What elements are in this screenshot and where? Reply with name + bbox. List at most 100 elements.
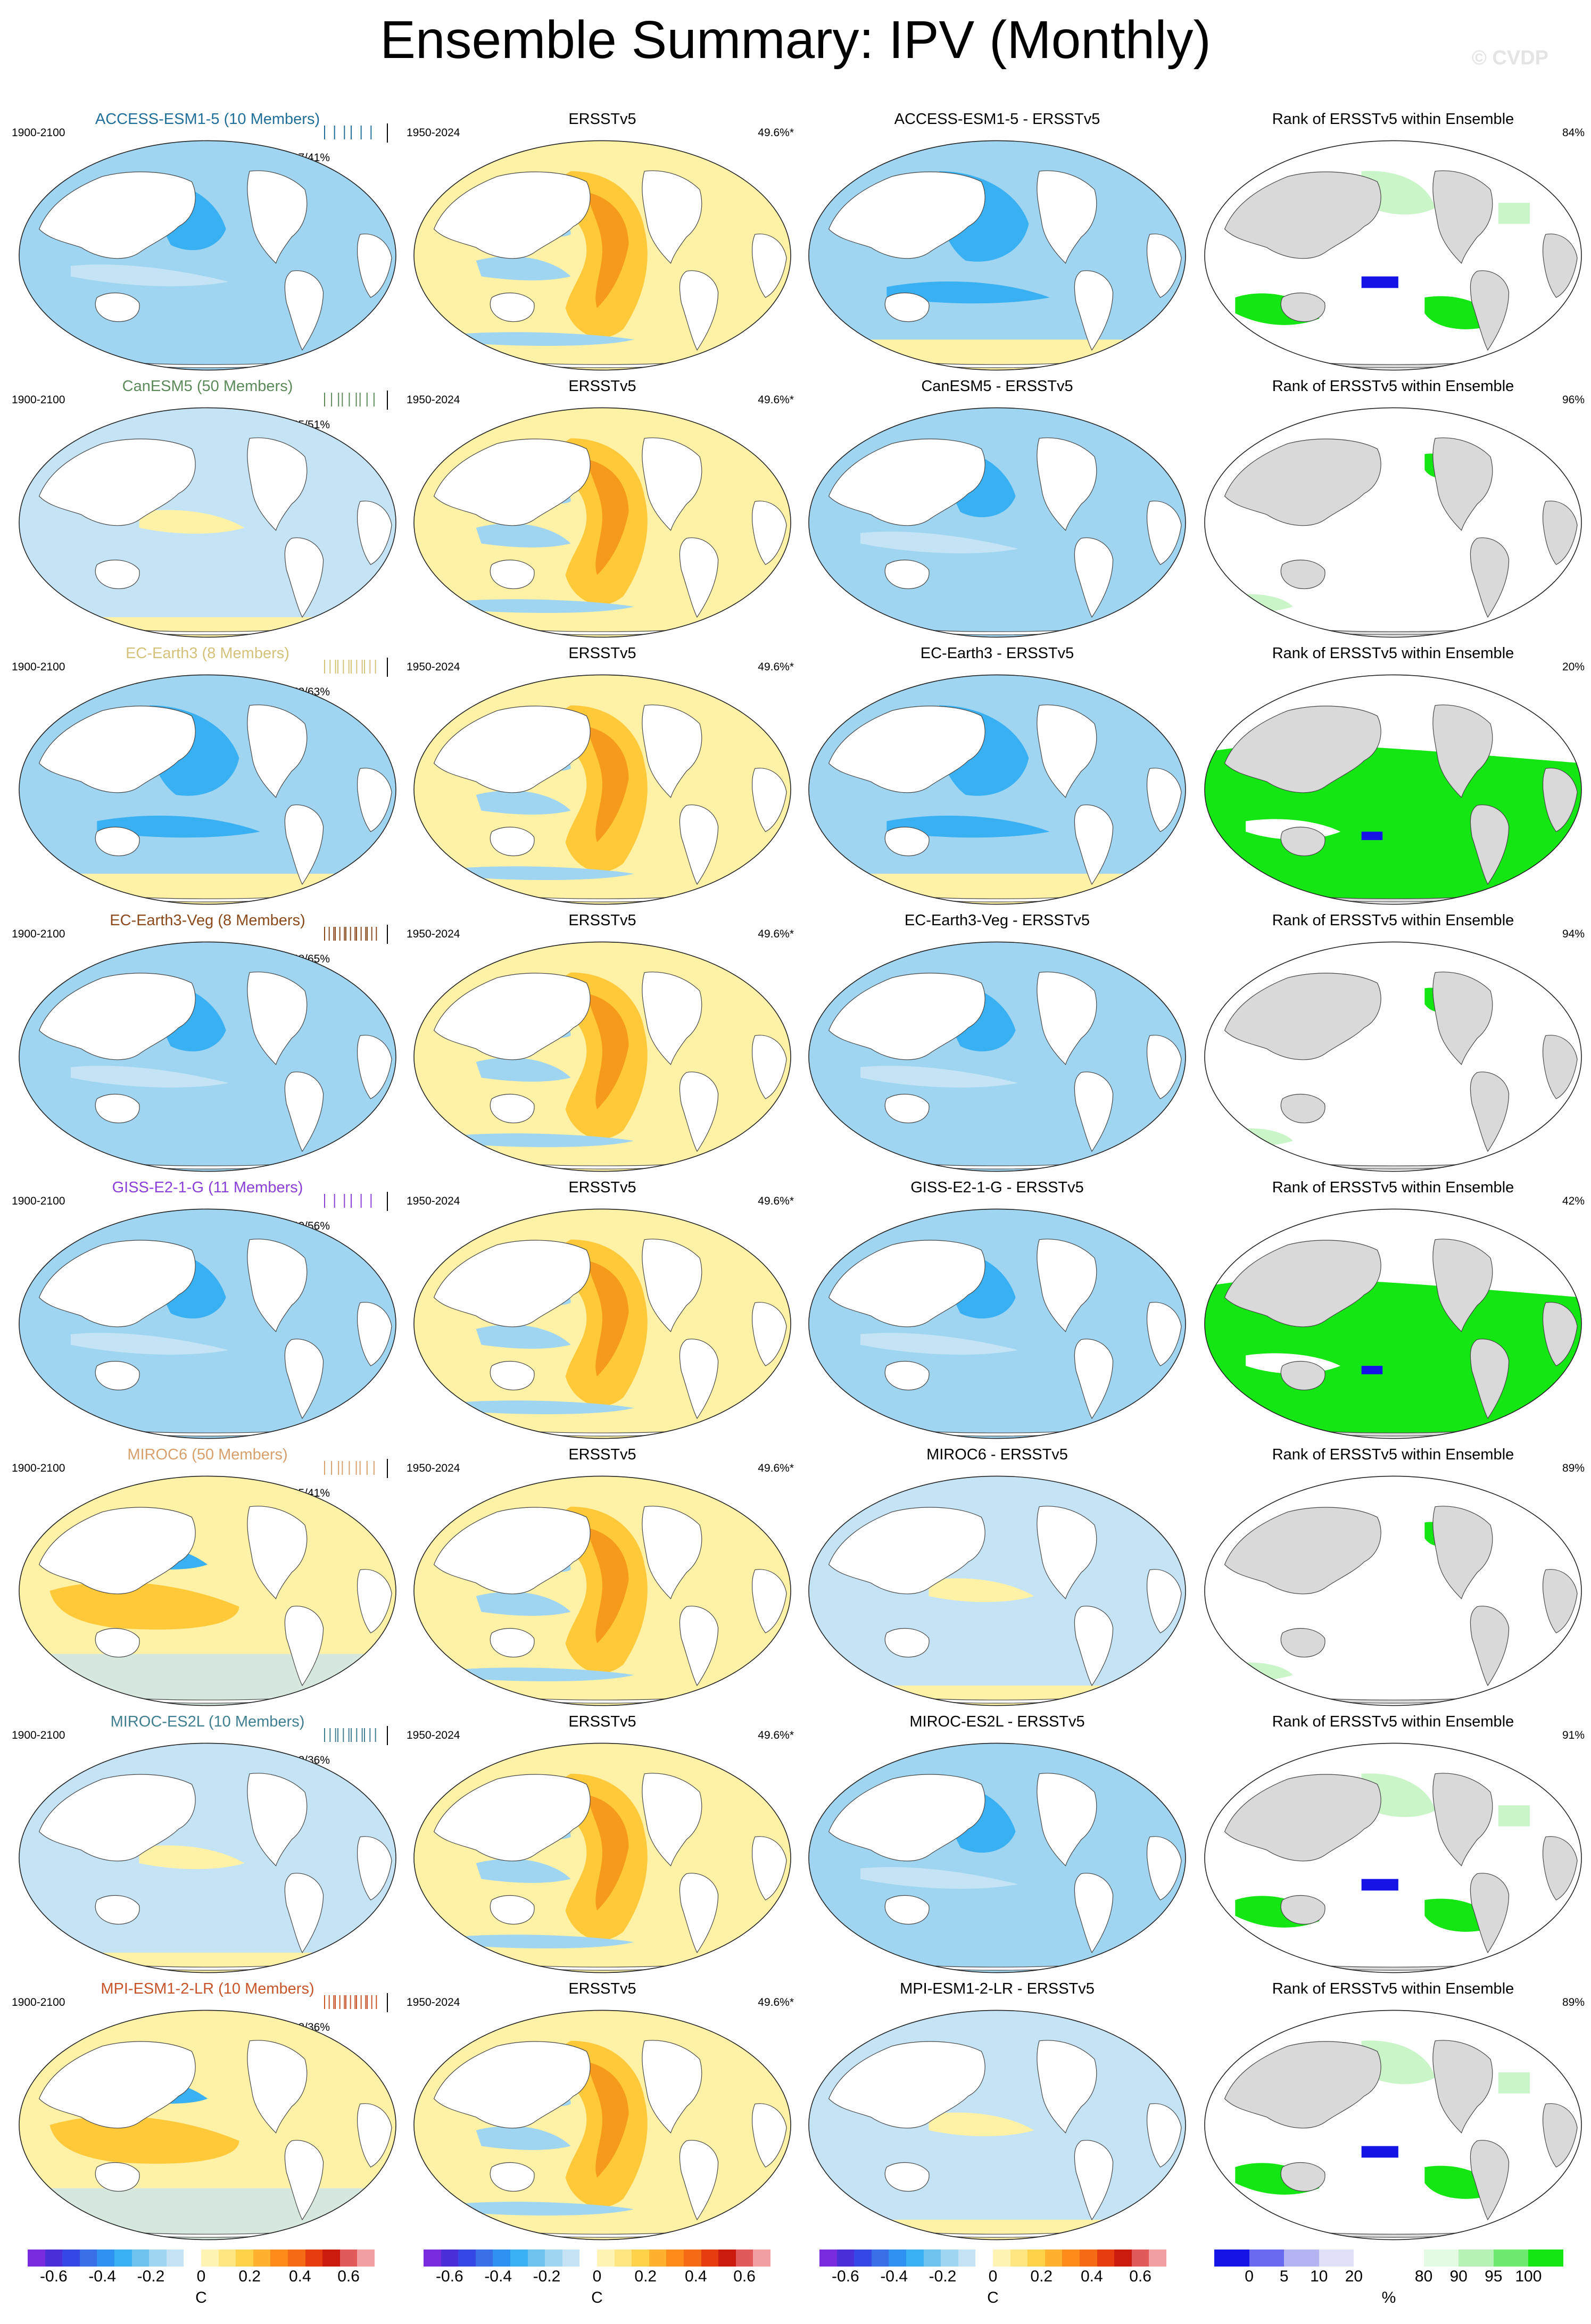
figure-title: Ensemble Summary: IPV (Monthly) (380, 10, 1211, 70)
colorbar-tick-label: 0.6 (733, 2268, 756, 2285)
colorbar-swatch (1114, 2250, 1132, 2267)
colorbar-tick-label: 5 (1279, 2268, 1289, 2285)
panel-title: EC-Earth3-Veg (8 Members) (110, 912, 305, 929)
colorbar-swatch (701, 2250, 719, 2267)
rank-percent: 96% (1562, 394, 1585, 406)
colorbar-tick-label: 0 (196, 2268, 206, 2285)
colorbar-tick-label: -0.2 (929, 2268, 957, 2285)
globe-map (1204, 407, 1582, 638)
period-label: 1950-2024 (407, 1996, 460, 2008)
rank-percent: 89% (1562, 1996, 1585, 2008)
globe-map (1204, 140, 1582, 371)
colorbar-swatch (236, 2250, 254, 2267)
colorbar-swatch (510, 2250, 528, 2267)
globe-map (808, 941, 1186, 1172)
member-ticks (324, 1192, 388, 1211)
colorbar-tick-label: -0.6 (832, 2268, 859, 2285)
colorbar-swatch (1097, 2250, 1115, 2267)
colorbar-unit: C (987, 2289, 999, 2306)
member-ticks (324, 658, 388, 677)
panel-title: ACCESS-ESM1-5 (10 Members) (95, 111, 320, 128)
panel-title: ERSSTv5 (568, 1713, 636, 1730)
globe-map (413, 941, 791, 1172)
colorbar-tick-label: 20 (1345, 2268, 1363, 2285)
panel-title: CanESM5 - ERSSTv5 (921, 378, 1073, 395)
colorbar-tick-label: 0 (1245, 2268, 1254, 2285)
colorbar-tick-label: 0 (988, 2268, 998, 2285)
colorbar-swatch (527, 2250, 545, 2267)
globe-map (413, 1208, 791, 1439)
colorbar-swatch (458, 2250, 476, 2267)
colorbar-swatch (958, 2250, 976, 2267)
map-panel-model: MIROC-ES2L (10 Members)1900-210025/32/36… (11, 1713, 404, 1979)
obs-percent: 49.6%* (758, 928, 794, 940)
panel-title: Rank of ERSSTv5 within Ensemble (1272, 111, 1514, 128)
colorbar-tick-label: -0.6 (40, 2268, 68, 2285)
map-panel-rank: Rank of ERSSTv5 within Ensemble 96% (1196, 378, 1590, 644)
colorbar-swatch (1354, 2250, 1389, 2267)
colorbar-swatch (666, 2250, 684, 2267)
rank-percent: 20% (1562, 661, 1585, 673)
globe-map (808, 2010, 1186, 2240)
panel-title: Rank of ERSSTv5 within Ensemble (1272, 912, 1514, 929)
map-panel-diff: MPI-ESM1-2-LR - ERSSTv5 (800, 1980, 1194, 2246)
colorbar-tick-label: 0.4 (684, 2268, 707, 2285)
colorbar-swatch (614, 2250, 632, 2267)
colorbar-swatch (1249, 2250, 1285, 2267)
colorbar-swatch (1010, 2250, 1028, 2267)
colorbar-tick-label: 0.2 (1030, 2268, 1053, 2285)
colorbar-swatch (45, 2250, 63, 2267)
panel-title: Rank of ERSSTv5 within Ensemble (1272, 645, 1514, 662)
panel-title: EC-Earth3-Veg - ERSSTv5 (904, 912, 1090, 929)
member-ticks (324, 1459, 388, 1478)
colorbar-swatch (941, 2250, 959, 2267)
map-panel-obs: ERSSTv5 1950-2024 49.6%* (405, 378, 799, 644)
globe-map (808, 407, 1186, 638)
globe-map (19, 1742, 396, 1973)
colorbar-swatch (270, 2250, 288, 2267)
colorbar-swatch (1080, 2250, 1098, 2267)
period-label: 1950-2024 (407, 1729, 460, 1741)
period-label: 1900-2100 (12, 1462, 65, 1474)
colorbar-swatch (131, 2250, 150, 2267)
rank-percent: 94% (1562, 928, 1585, 940)
globe-map (808, 140, 1186, 371)
colorbar-swatch (441, 2250, 459, 2267)
colorbar-swatch (28, 2250, 46, 2267)
map-panel-rank: Rank of ERSSTv5 within Ensemble 84% (1196, 111, 1590, 377)
colorbar-tick-label: -0.4 (880, 2268, 908, 2285)
colorbar-swatch (562, 2250, 580, 2267)
map-panel-rank: Rank of ERSSTv5 within Ensemble 89% (1196, 1980, 1590, 2246)
globe-map (19, 407, 396, 638)
colorbar-tick-label: 0.2 (238, 2268, 261, 2285)
colorbar-swatch (579, 2250, 598, 2267)
colorbar-diff (819, 2250, 1167, 2267)
colorbar-swatch (597, 2250, 615, 2267)
panel-title: ERSSTv5 (568, 1980, 636, 1997)
map-panel-diff: EC-Earth3 - ERSSTv5 (800, 645, 1194, 911)
colorbar-swatch (545, 2250, 563, 2267)
member-ticks (324, 1993, 388, 2012)
map-panel-diff: ACCESS-ESM1-5 - ERSSTv5 (800, 111, 1194, 377)
period-label: 1950-2024 (407, 1462, 460, 1474)
rank-percent: 84% (1562, 127, 1585, 139)
obs-percent: 49.6%* (758, 394, 794, 406)
globe-map (19, 1475, 396, 1706)
colorbar-swatch (632, 2250, 650, 2267)
panel-title: ERSSTv5 (568, 378, 636, 395)
colorbar-tick-label: -0.2 (533, 2268, 561, 2285)
map-panel-obs: ERSSTv5 1950-2024 49.6%* (405, 1179, 799, 1445)
colorbar-unit: C (591, 2289, 603, 2306)
period-label: 1950-2024 (407, 394, 460, 406)
globe-map (19, 1208, 396, 1439)
colorbar-tick-label: 0.6 (337, 2268, 360, 2285)
colorbar-swatch (889, 2250, 907, 2267)
globe-map (413, 2010, 791, 2240)
period-label: 1900-2100 (12, 127, 65, 139)
colorbar-swatch (1214, 2250, 1250, 2267)
colorbar-tick-label: 80 (1414, 2268, 1433, 2285)
obs-percent: 49.6%* (758, 1996, 794, 2008)
globe-map (1204, 941, 1582, 1172)
globe-map (1204, 2010, 1582, 2240)
map-panel-rank: Rank of ERSSTv5 within Ensemble 20% (1196, 645, 1590, 911)
